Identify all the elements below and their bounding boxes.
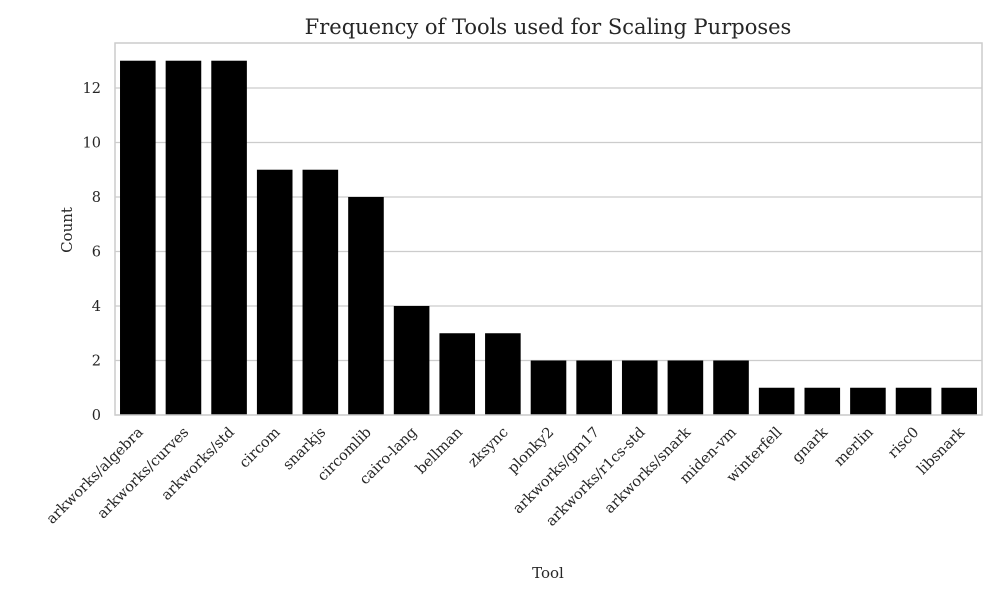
bar-snarkjs [302,169,339,415]
y-tick-label: 0 [92,408,101,424]
bar-miden-vm [713,360,749,415]
bar-arkworks-curves [165,60,202,415]
bars [120,60,977,415]
x-tick-labels: arkworks/algebraarkworks/curvesarkworks/… [44,424,968,529]
bar-risc0 [895,387,932,415]
bar-gnark [804,387,841,415]
x-axis-label: Tool [532,564,564,582]
x-tick-label: risc0 [885,425,922,462]
bar-circom [256,169,293,415]
plot-frame [114,42,983,416]
y-tick-label: 4 [92,299,101,315]
bar-arkworks-snark [667,360,704,415]
chart-title: Frequency of Tools used for Scaling Purp… [305,15,792,39]
x-tick-label: gnark [789,424,831,466]
bar-cairo-lang [393,305,430,415]
bar-arkworks-algebra [120,60,156,415]
y-tick-label: 10 [83,135,101,151]
y-tick-label: 2 [92,353,101,369]
bar-bellman [439,333,476,415]
bar-arkworks-gm17 [576,360,612,415]
x-tick-label: bellman [413,425,466,478]
bar-circomlib [348,196,384,415]
bar-zksync [485,333,521,415]
bar-libsnark [941,387,977,415]
x-tick-label: zksync [465,425,511,471]
y-tick-label: 8 [92,190,101,206]
bar-winterfell [758,387,795,415]
bar-plonky2 [530,360,567,415]
x-tick-label: circom [237,424,284,471]
x-tick-label: arkworks/gm17 [510,425,603,518]
y-axis-label: Count [58,207,76,253]
bar-arkworks-r1cs-std [621,360,658,415]
bar-merlin [850,387,886,415]
y-tick-labels: 0 2 4 6 8 10 12 [83,81,101,424]
y-tick-label: 12 [83,81,101,97]
bar-arkworks-std [211,60,247,415]
x-tick-label: merlin [832,425,877,470]
y-tick-label: 6 [92,244,101,260]
x-tick-label: libsnark [914,424,968,478]
x-tick-label: arkworks/snark [602,424,695,517]
